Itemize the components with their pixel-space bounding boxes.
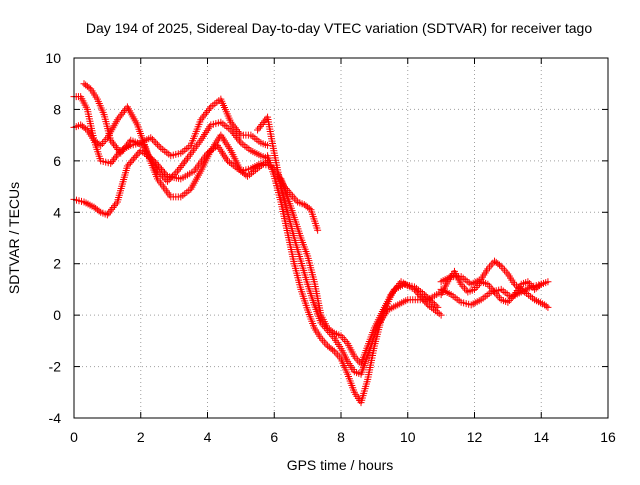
x-tick-label: 0	[70, 429, 78, 445]
data-point	[134, 150, 142, 158]
data-point	[437, 311, 445, 319]
y-tick-label: 10	[45, 50, 61, 66]
x-tick-label: 2	[137, 429, 145, 445]
data-point	[126, 159, 134, 167]
y-axis-label: SDTVAR / TECUs	[6, 182, 22, 294]
data-point	[420, 291, 428, 299]
data-point	[132, 152, 140, 160]
data-point	[155, 169, 163, 177]
data-point	[494, 292, 502, 300]
data-point	[158, 172, 166, 180]
data-point	[131, 153, 139, 161]
data-point	[98, 140, 106, 147]
data-point	[163, 177, 171, 185]
data-point	[129, 155, 137, 163]
data-point	[123, 162, 131, 170]
data-point	[314, 226, 322, 234]
tick-labels: 0 2 4 6 8 10 12 14 16 -4 -2 0 2 4 6 8 10	[45, 50, 616, 445]
data-point	[432, 302, 440, 310]
data-point	[429, 299, 437, 307]
data-point	[434, 303, 442, 311]
x-tick-label: 10	[400, 429, 416, 445]
x-axis-label: GPS time / hours	[287, 457, 394, 473]
chart-title: Day 194 of 2025, Sidereal Day-to-day VTE…	[86, 20, 593, 36]
y-tick-label: -2	[49, 359, 62, 375]
x-tick-label: 8	[337, 429, 345, 445]
data-point	[168, 172, 176, 180]
data-point	[264, 141, 272, 149]
data-point	[340, 336, 348, 344]
data-point	[319, 336, 327, 344]
series-track-5	[254, 113, 445, 378]
data-point	[147, 134, 155, 142]
series-track-3	[80, 80, 272, 201]
x-tick-label: 4	[204, 429, 212, 445]
x-tick-label: 12	[467, 429, 483, 445]
data-point	[148, 135, 156, 143]
data-point	[167, 174, 175, 182]
data-point	[421, 297, 429, 305]
data-point	[430, 300, 438, 308]
data-point	[332, 349, 340, 357]
data-point	[502, 268, 510, 276]
y-tick-label: 8	[53, 101, 61, 117]
y-tick-label: -4	[49, 410, 62, 426]
data-point	[499, 264, 507, 272]
y-tick-label: 6	[53, 153, 61, 169]
data-point	[427, 297, 435, 305]
series-track-4	[70, 93, 272, 167]
data-points	[70, 80, 552, 407]
grid-lines	[74, 58, 608, 418]
data-point	[290, 194, 298, 202]
x-tick-label: 6	[270, 429, 278, 445]
data-point	[170, 171, 178, 179]
data-point	[95, 207, 103, 215]
data-point	[152, 139, 160, 147]
data-point	[165, 176, 173, 184]
data-point	[305, 204, 313, 212]
data-point	[150, 137, 158, 145]
data-point	[419, 296, 427, 304]
x-tick-label: 16	[600, 429, 616, 445]
data-point	[322, 340, 330, 348]
y-tick-label: 0	[53, 307, 61, 323]
data-point	[155, 142, 163, 150]
data-point	[128, 157, 136, 165]
series-track-9	[437, 257, 552, 311]
data-point	[537, 280, 545, 288]
x-tick-label: 14	[533, 429, 549, 445]
data-point	[422, 292, 430, 300]
data-point	[462, 286, 470, 294]
data-point	[496, 261, 504, 269]
plot-frame	[73, 57, 609, 419]
data-point	[425, 295, 433, 303]
data-point	[153, 141, 161, 149]
data-point	[542, 302, 550, 310]
series-track-8	[437, 267, 552, 306]
data-point	[501, 266, 509, 274]
data-point	[85, 84, 93, 92]
data-point	[160, 174, 168, 182]
series-track-10	[437, 280, 545, 309]
data-point	[329, 328, 337, 336]
series-track-7	[277, 175, 442, 368]
data-point	[544, 303, 552, 311]
data-point	[424, 294, 432, 302]
data-point	[125, 160, 133, 168]
data-point	[460, 284, 468, 292]
data-point	[489, 259, 497, 267]
data-point	[320, 338, 328, 346]
y-tick-label: 4	[53, 204, 61, 220]
data-point	[544, 278, 552, 286]
data-point	[486, 263, 494, 271]
data-point	[422, 299, 430, 307]
data-point	[329, 346, 337, 354]
y-tick-label: 2	[53, 256, 61, 272]
data-point	[172, 169, 180, 177]
